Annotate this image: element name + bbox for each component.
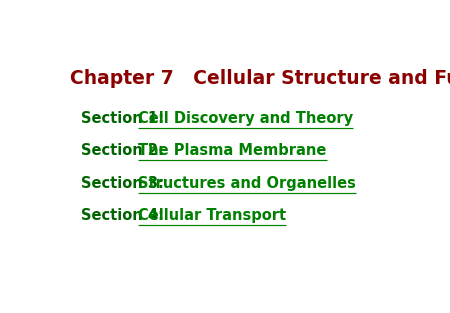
Text: Chapter 7   Cellular Structure and Function: Chapter 7 Cellular Structure and Functio… [70, 69, 450, 88]
Text: Section 1:: Section 1: [81, 111, 164, 126]
Text: Cell Discovery and Theory: Cell Discovery and Theory [138, 111, 353, 126]
Text: Structures and Organelles: Structures and Organelles [138, 176, 356, 191]
Text: The Plasma Membrane: The Plasma Membrane [138, 143, 327, 158]
Text: Section 4:: Section 4: [81, 208, 163, 223]
Text: Section 2:: Section 2: [81, 143, 163, 158]
Text: Section 3:: Section 3: [81, 176, 163, 191]
Text: Cellular Transport: Cellular Transport [138, 208, 286, 223]
